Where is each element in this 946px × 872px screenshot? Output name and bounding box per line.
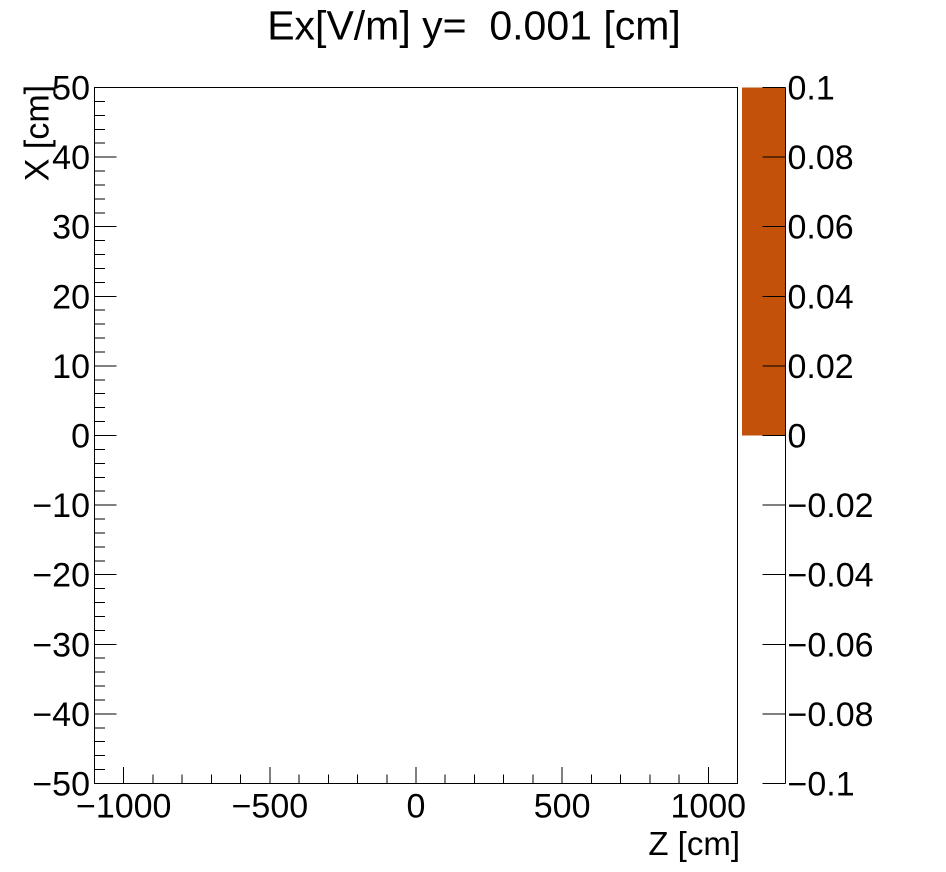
svg-text:0: 0 — [788, 418, 807, 456]
svg-text:−0.1: −0.1 — [788, 766, 855, 804]
svg-text:Z [cm]: Z [cm] — [648, 825, 740, 862]
svg-text:0: 0 — [407, 788, 426, 826]
svg-text:−500: −500 — [232, 788, 309, 826]
svg-text:0: 0 — [71, 418, 90, 456]
svg-text:20: 20 — [52, 278, 90, 316]
svg-text:−40: −40 — [32, 696, 90, 734]
svg-text:30: 30 — [52, 209, 90, 247]
svg-text:1000: 1000 — [670, 788, 746, 826]
svg-text:−1000: −1000 — [76, 788, 172, 826]
svg-text:−0.08: −0.08 — [788, 696, 874, 734]
svg-text:−0.06: −0.06 — [788, 626, 874, 664]
svg-text:0.04: 0.04 — [788, 278, 854, 316]
svg-text:Ex[V/m] y= 0.001 [cm]: Ex[V/m] y= 0.001 [cm] — [267, 3, 681, 49]
svg-text:−0.02: −0.02 — [788, 487, 874, 525]
svg-text:X [cm]: X [cm] — [18, 85, 56, 181]
svg-text:0.06: 0.06 — [788, 209, 854, 247]
svg-text:10: 10 — [52, 348, 90, 386]
svg-text:40: 40 — [52, 139, 90, 177]
svg-text:0.08: 0.08 — [788, 139, 854, 177]
svg-text:−0.04: −0.04 — [788, 557, 874, 595]
svg-text:500: 500 — [534, 788, 591, 826]
svg-text:−50: −50 — [32, 766, 90, 804]
svg-text:−30: −30 — [32, 626, 90, 664]
svg-text:0.02: 0.02 — [788, 348, 854, 386]
svg-text:0.1: 0.1 — [788, 70, 835, 108]
svg-text:−10: −10 — [32, 487, 90, 525]
svg-text:−20: −20 — [32, 557, 90, 595]
svg-text:50: 50 — [52, 70, 90, 108]
